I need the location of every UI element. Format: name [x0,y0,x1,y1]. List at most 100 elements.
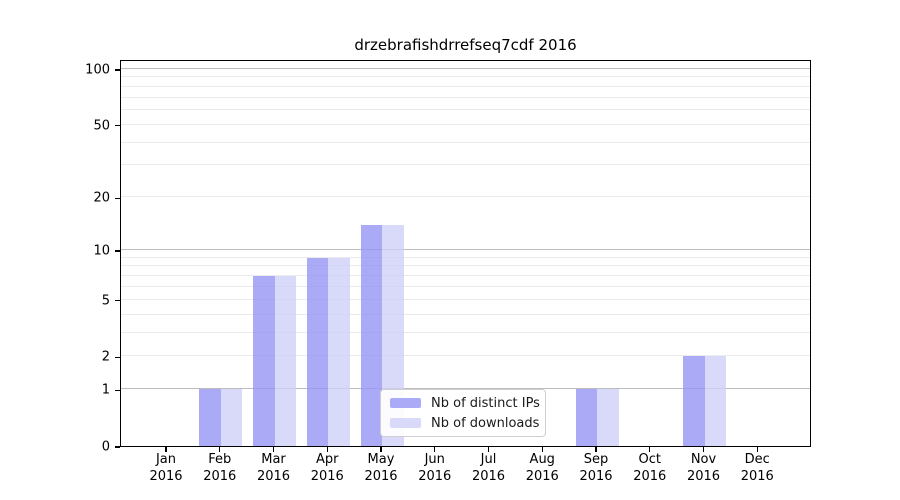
y-axis-tick-label: 20 [93,190,110,206]
y-axis-tick-label: 5 [101,293,110,309]
y-axis-tick-label: 0 [101,439,110,455]
bar-distinct-ips-sep [575,389,597,446]
gridline-minor [121,355,810,357]
x-axis-tick-label: Jul 2016 [472,452,505,485]
bar-distinct-ips-feb [199,389,221,446]
gridline-minor [121,313,810,315]
bar-downloads-mar [274,276,296,446]
gridline-minor [121,286,810,287]
y-axis-tick [115,125,120,127]
x-axis-tick-label: Feb 2016 [203,452,236,485]
gridline-minor [121,331,810,333]
x-axis-tick-label: Apr 2016 [311,452,344,485]
x-axis-tick [756,447,758,452]
x-axis-tick [595,447,597,452]
x-axis-tick [272,447,275,452]
x-tick-month: Jun [424,452,445,467]
x-tick-month: Nov [690,452,717,467]
bar-distinct-ips-nov [683,356,705,446]
gridline-minor [121,85,810,87]
legend-row-distinct-ips: Nb of distinct IPs [390,396,545,411]
y-axis-tick [115,69,120,71]
x-tick-month: Feb [208,452,232,467]
legend: Nb of distinct IPs Nb of downloads [380,389,546,437]
x-tick-month: May [367,452,395,467]
gridline-minor [121,196,810,198]
x-tick-month: Jan [155,452,177,467]
legend-swatch-distinct-ips [390,397,421,409]
gridline-major [121,67,810,69]
x-axis-tick [434,447,436,452]
x-tick-year: 2016 [633,468,667,484]
x-axis-tick [380,447,382,452]
x-axis-tick-label: Nov 2016 [687,452,720,485]
x-tick-month: Jul [480,452,497,467]
gridline-minor [121,141,810,143]
y-axis-tick [115,389,120,392]
x-tick-year: 2016 [686,468,721,484]
gridline-major [121,388,810,390]
x-tick-year: 2016 [579,468,613,484]
bar-downloads-nov [704,356,726,446]
gridline-minor [121,109,810,111]
y-axis-tick-label: 50 [93,118,110,134]
bar-distinct-ips-may [360,224,382,446]
bar-distinct-ips-mar [253,276,275,446]
x-tick-year: 2016 [310,468,344,484]
legend-label-distinct-ips: Nb of distinct IPs [431,395,540,411]
x-tick-year: 2016 [471,468,506,484]
bar-downloads-feb [220,389,243,446]
y-axis-tick-label: 1 [101,382,110,398]
x-tick-year: 2016 [203,468,237,484]
x-axis-tick-label: Dec 2016 [741,452,774,485]
gridline-minor [121,96,810,98]
x-tick-month: Mar [261,452,286,467]
y-axis-tick [115,197,120,199]
x-axis-tick-label: Mar 2016 [257,452,290,485]
gridline-minor [121,123,810,125]
x-axis-tick-label: Oct 2016 [633,452,666,485]
x-tick-month: Apr [316,452,339,467]
x-tick-year: 2016 [149,468,183,484]
x-tick-month: Oct [638,452,661,467]
x-tick-year: 2016 [256,468,291,484]
gridline-minor [121,76,810,78]
x-axis-tick [487,447,490,452]
x-axis-tick [165,447,167,452]
gridline-minor [121,298,810,300]
y-axis-tick [115,250,120,252]
bar-downloads-apr [328,257,350,446]
y-axis-tick-label: 10 [93,243,110,259]
bar-downloads-sep [597,389,619,446]
x-tick-year: 2016 [364,468,398,484]
x-axis-tick-label: Jan 2016 [149,452,182,485]
gridline-minor [121,265,810,267]
x-tick-year: 2016 [418,468,452,484]
y-axis-tick [115,446,120,448]
chart-title: drzebrafishdrrefseq7cdf 2016 [354,36,577,54]
legend-label-downloads: Nb of downloads [431,415,540,431]
x-axis-tick [649,447,651,452]
x-tick-month: Dec [744,452,770,467]
gridline-minor [121,256,810,258]
x-axis-tick-label: Aug 2016 [526,452,559,485]
x-axis-tick [702,447,705,452]
gridline-major [121,249,810,251]
x-axis-tick-label: Jun 2016 [418,452,451,485]
y-axis-tick [115,356,120,358]
gridline-minor [121,164,810,166]
x-axis-tick [541,447,543,452]
x-tick-year: 2016 [525,468,559,484]
x-tick-year: 2016 [740,468,774,484]
legend-swatch-downloads [390,417,421,429]
gridline-minor [121,275,810,277]
x-tick-month: Sep [583,452,609,467]
y-axis-tick [115,299,120,302]
y-axis-tick-label: 100 [85,62,110,78]
x-axis-tick [219,447,221,452]
plot-area: Nb of distinct IPs Nb of downloads [120,60,811,447]
x-axis-tick-label: Sep 2016 [579,452,612,485]
bar-distinct-ips-apr [306,257,329,446]
x-axis-tick-label: May 2016 [364,452,397,485]
